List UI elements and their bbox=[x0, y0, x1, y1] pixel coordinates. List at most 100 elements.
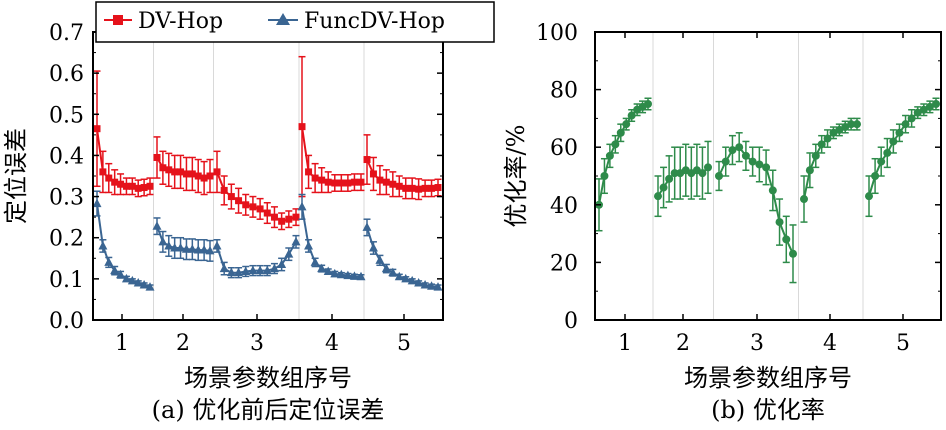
y-tick-label: 0.7 bbox=[49, 21, 84, 46]
data-point bbox=[331, 179, 339, 187]
panel-b-optimization-rate-chart: 0 20 40 60 80 100 1 2 3 4 5 优化率/% 场景参数组序号 (b) 优化率 bbox=[502, 21, 942, 424]
x-axis-ticks: 1 2 3 4 5 bbox=[115, 32, 411, 356]
data-point bbox=[241, 266, 251, 275]
data-point bbox=[789, 249, 797, 258]
data-point bbox=[248, 265, 258, 275]
caption: (b) 优化率 bbox=[711, 396, 825, 424]
x-axis-ticks: 1 2 3 4 5 bbox=[618, 32, 910, 356]
data-point bbox=[375, 255, 385, 264]
data-point bbox=[171, 168, 179, 176]
data-point bbox=[665, 174, 674, 183]
y-tick-label: 0.0 bbox=[49, 309, 84, 334]
y-tick-label: 0 bbox=[564, 309, 578, 334]
x-axis-title: 场景参数组序号 bbox=[184, 364, 352, 392]
data-point bbox=[182, 170, 190, 178]
data-point bbox=[735, 143, 744, 152]
y-axis-title: 定位误差 bbox=[2, 128, 30, 224]
data-point bbox=[901, 120, 910, 129]
data-point bbox=[188, 170, 196, 178]
data-point bbox=[140, 184, 148, 192]
data-point bbox=[762, 163, 771, 172]
data-point bbox=[388, 267, 398, 277]
panel-a-error-chart: 0.0 0.1 0.2 0.3 0.4 0.5 0.6 0.7 1 2 3 4 5 定位误差 场景参数… bbox=[2, 1, 495, 424]
data-point bbox=[262, 265, 272, 275]
data-point bbox=[627, 111, 636, 120]
legend-marker-square bbox=[113, 15, 123, 25]
data-point bbox=[401, 273, 411, 283]
data-point bbox=[270, 213, 278, 221]
data-point bbox=[122, 182, 130, 190]
data-point bbox=[611, 140, 620, 149]
data-point bbox=[205, 245, 215, 255]
y-axis-title: 优化率/% bbox=[502, 125, 530, 228]
caption: (a) 优化前后定位误差 bbox=[152, 396, 385, 424]
data-point bbox=[227, 193, 235, 201]
y-tick-label: 0.3 bbox=[49, 186, 84, 211]
data-point bbox=[616, 128, 625, 137]
data-point bbox=[117, 180, 125, 188]
data-point bbox=[127, 275, 137, 285]
data-point bbox=[256, 205, 264, 213]
data-point bbox=[368, 243, 378, 252]
data-point bbox=[193, 245, 203, 254]
data-point bbox=[220, 186, 228, 194]
data-point bbox=[932, 100, 940, 108]
legend: DV-Hop FuncDV-Hop bbox=[95, 1, 495, 43]
data-point bbox=[213, 168, 221, 176]
y-tick-label: 0.4 bbox=[49, 144, 84, 169]
data-point bbox=[817, 140, 826, 149]
x-axis-title: 场景参数组序号 bbox=[684, 364, 852, 392]
data-point bbox=[715, 172, 723, 180]
y-tick-label: 0.6 bbox=[49, 62, 84, 87]
series-line bbox=[868, 103, 937, 197]
x-tick-label: 4 bbox=[325, 331, 339, 356]
series-layer bbox=[595, 97, 940, 284]
data-point bbox=[362, 222, 372, 231]
x-tick-label: 1 bbox=[618, 331, 632, 356]
y-tick-label: 0.1 bbox=[49, 268, 84, 293]
data-point bbox=[98, 240, 108, 250]
data-point bbox=[871, 172, 880, 180]
data-point bbox=[670, 169, 679, 178]
data-point bbox=[344, 179, 352, 187]
data-point bbox=[285, 215, 293, 223]
data-point bbox=[376, 176, 384, 184]
data-point bbox=[105, 174, 113, 182]
data-point bbox=[255, 265, 265, 275]
data-point bbox=[415, 185, 423, 193]
data-point bbox=[644, 100, 652, 108]
data-point bbox=[381, 263, 391, 273]
data-point bbox=[805, 166, 814, 175]
data-point bbox=[407, 275, 417, 285]
data-point bbox=[755, 160, 764, 169]
data-point bbox=[369, 170, 377, 178]
data-point bbox=[284, 249, 294, 258]
data-point bbox=[304, 240, 314, 250]
data-point bbox=[164, 240, 174, 250]
data-point bbox=[206, 172, 214, 180]
data-point bbox=[128, 182, 136, 190]
y-tick-label: 80 bbox=[550, 79, 578, 104]
data-point bbox=[883, 148, 892, 157]
data-point bbox=[111, 178, 119, 186]
data-point bbox=[768, 186, 777, 195]
data-point bbox=[363, 156, 371, 164]
data-point bbox=[305, 168, 313, 176]
data-point bbox=[622, 120, 631, 129]
data-point bbox=[297, 201, 307, 211]
series-line bbox=[301, 206, 362, 278]
data-point bbox=[356, 271, 366, 281]
group-separators bbox=[652, 32, 864, 320]
x-tick-label: 2 bbox=[176, 331, 190, 356]
data-point bbox=[698, 169, 707, 178]
data-point bbox=[704, 163, 712, 172]
data-point bbox=[895, 128, 904, 137]
data-point bbox=[336, 269, 346, 279]
data-point bbox=[121, 273, 131, 283]
series-layer bbox=[92, 55, 443, 291]
data-point bbox=[728, 146, 737, 155]
data-point bbox=[433, 282, 443, 291]
data-point bbox=[219, 263, 229, 273]
data-point bbox=[187, 244, 197, 253]
data-point bbox=[741, 151, 750, 160]
